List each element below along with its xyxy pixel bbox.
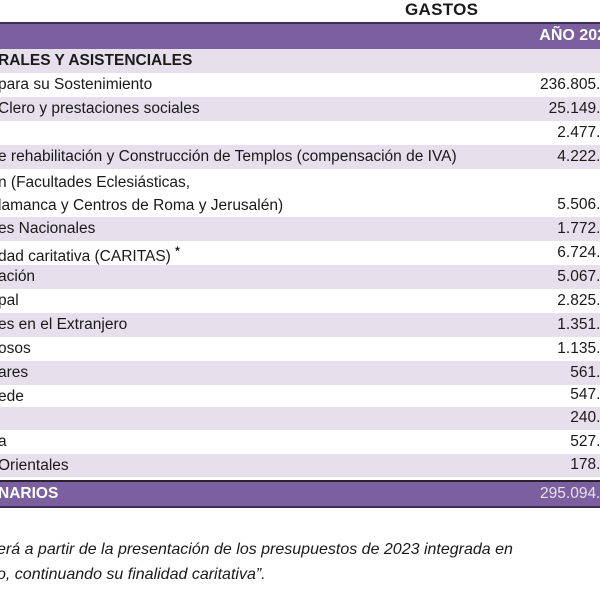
row-value: 1.135.0 [557, 340, 600, 357]
row-value: 2.825.9 [557, 292, 600, 309]
row-label: n (Facultades Eclesiásticas, lamanca y Ce… [0, 171, 283, 217]
row-label: ares [0, 364, 29, 381]
row-value: 236.805.6 [540, 76, 600, 93]
row-label-line2: lamanca y Centros de Roma y Jerusalén) [0, 197, 284, 214]
row-label-text: dad caritativa (CARITAS) [0, 248, 176, 266]
table-row: dad caritativa (CARITAS) * 6.724.8 [0, 241, 600, 265]
table-row: ede 547.3 [0, 385, 600, 407]
year-column-header: AÑO 202 [539, 27, 600, 44]
expense-table: RALES Y ASISTENCIALES para su Sostenimie… [0, 49, 600, 477]
row-label-line1: n (Facultades Eclesiásticas, [0, 174, 191, 191]
row-label: para su Sostenimiento [0, 76, 153, 93]
row-label: ede [0, 388, 24, 405]
section-heading-row: RALES Y ASISTENCIALES [0, 49, 600, 73]
row-value: 1.772.6 [557, 220, 600, 237]
row-value: 5.067.3 [557, 268, 600, 285]
row-value: 25.149.7 [548, 100, 600, 117]
row-value: 547.3 [570, 386, 600, 403]
footnote-line-1: erá a partir de la presentación de los p… [0, 541, 513, 558]
row-value: 6.724.8 [557, 244, 600, 261]
page-title: GASTOS [405, 0, 479, 19]
table-row: a 527.8 [0, 430, 600, 454]
table-row: ación 5.067.3 [0, 265, 600, 289]
table-row: es Nacionales 1.772.6 [0, 217, 600, 241]
table-header: AÑO 202 [0, 22, 600, 51]
row-value: 5.506.6 [557, 196, 600, 213]
row-value: 240.8 [570, 409, 600, 426]
row-value: 1.351.7 [557, 316, 600, 333]
row-label: pal [0, 292, 19, 309]
table-row: 2.477.0 [0, 121, 600, 145]
table-row: Orientales 178.1 [0, 454, 600, 477]
row-label: RALES Y ASISTENCIALES [0, 52, 193, 69]
row-label: Orientales [0, 457, 69, 474]
row-label: e rehabilitación y Construcción de Templ… [0, 148, 457, 165]
row-value: 4.222.8 [557, 148, 600, 165]
table-row: e rehabilitación y Construcción de Templ… [0, 145, 600, 169]
row-value: 527.8 [570, 433, 600, 450]
row-value: 178.1 [570, 456, 600, 473]
row-label: a [0, 433, 7, 450]
total-row: NARIOS 295.094.8 [0, 480, 600, 508]
table-row: para su Sostenimiento 236.805.6 [0, 73, 600, 97]
footnote-line-2: o, continuando su finalidad caritativa”. [0, 566, 266, 583]
row-label: osos [0, 340, 31, 357]
row-value: 2.477.0 [557, 124, 600, 141]
table-row: Clero y prestaciones sociales 25.149.7 [0, 97, 600, 121]
row-label: es Nacionales [0, 220, 96, 237]
footnote-marker: * [175, 244, 180, 258]
table-row: n (Facultades Eclesiásticas, lamanca y Ce… [0, 169, 600, 217]
footnote: erá a partir de la presentación de los p… [0, 537, 513, 587]
row-label: ación [0, 268, 36, 285]
table-row: ares 561.2 [0, 361, 600, 385]
row-value: 561.2 [570, 364, 600, 381]
table-row: 240.8 [0, 407, 600, 430]
total-label: NARIOS [0, 485, 59, 502]
table-row: pal 2.825.9 [0, 289, 600, 313]
table-row: es en el Extranjero 1.351.7 [0, 313, 600, 337]
row-label: dad caritativa (CARITAS) * [0, 244, 180, 266]
row-label: es en el Extranjero [0, 316, 128, 333]
table-row: osos 1.135.0 [0, 337, 600, 361]
row-label: Clero y prestaciones sociales [0, 100, 200, 117]
total-value: 295.094.8 [540, 485, 600, 502]
